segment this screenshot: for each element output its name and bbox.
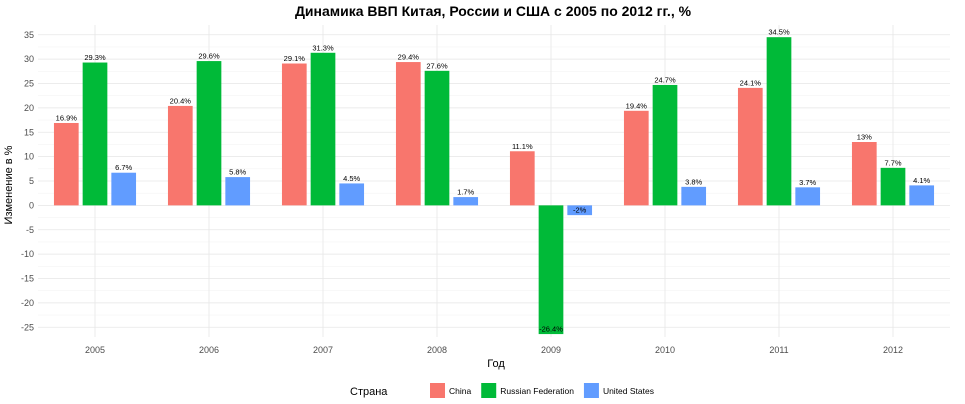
bar (737, 87, 763, 206)
bar (339, 183, 365, 206)
x-axis-title: Год (487, 358, 505, 370)
bar-data-label: -26.4% (539, 325, 563, 334)
y-tick-label: 30 (24, 54, 34, 64)
bar (851, 142, 877, 206)
bar (623, 110, 649, 206)
legend-label: Russian Federation (500, 386, 574, 396)
bar-data-label: 6.7% (115, 163, 132, 172)
bar (538, 205, 564, 335)
y-tick-label: 15 (24, 127, 34, 137)
y-tick-label: 5 (29, 176, 34, 186)
x-tick-label: 2008 (427, 345, 447, 355)
y-tick-label: -25 (21, 322, 34, 332)
y-tick-label: 10 (24, 152, 34, 162)
y-tick-label: -20 (21, 298, 34, 308)
bar (424, 70, 450, 206)
bar (167, 105, 193, 206)
bar-data-label: 7.7% (884, 158, 901, 167)
x-tick-label: 2011 (769, 345, 788, 355)
legend: Страна China Russian Federation United Sta… (350, 383, 654, 398)
y-tick-label: 35 (24, 30, 34, 40)
bar (196, 61, 222, 206)
x-tick-label: 2006 (199, 345, 219, 355)
bar-data-label: 29.1% (284, 54, 306, 63)
bar-data-label: 34.5% (768, 28, 790, 37)
x-tick-label: 2009 (541, 345, 561, 355)
bar-data-label: 24.1% (740, 78, 762, 87)
bar-data-label: 4.1% (913, 176, 930, 185)
bar-data-label: 11.1% (512, 142, 533, 151)
y-tick-label: -15 (21, 274, 34, 284)
y-axis-ticks: -25 -20 -15 -10 -5 0 5 10 15 20 25 30 35 (21, 30, 34, 333)
bar-data-label: 29.3% (84, 53, 106, 62)
bar-data-label: 24.7% (654, 75, 676, 84)
bar (82, 62, 108, 206)
y-tick-label: 20 (24, 103, 34, 113)
bar-data-label: 3.8% (685, 177, 702, 186)
bar (795, 187, 821, 206)
bar (310, 52, 336, 206)
x-axis-ticks: 2005 2006 2007 2008 2009 2010 2011 2012 (85, 345, 903, 355)
bar-data-label: 31.3% (312, 43, 334, 52)
y-tick-label: -5 (26, 225, 34, 235)
bar-labels: 16.9% 29.3% 6.7% 20.4% 29.6% 5.8% 29.1% 31.3% 4.… (56, 28, 931, 334)
legend-label: China (449, 386, 471, 396)
bar (652, 84, 678, 206)
bar-data-label: 29.4% (398, 53, 420, 62)
y-tick-label: 0 (29, 200, 34, 210)
bar (111, 172, 137, 206)
x-tick-label: 2012 (883, 345, 903, 355)
bar-data-label: 4.5% (343, 174, 360, 183)
bar (53, 122, 79, 206)
bar (225, 177, 251, 206)
y-axis-title: Изменение в % (3, 145, 15, 224)
bar (681, 186, 707, 206)
legend-swatch (430, 383, 445, 398)
bar (281, 63, 307, 206)
bar (509, 151, 535, 206)
y-tick-label: -10 (21, 249, 34, 259)
bar (567, 205, 593, 216)
bar-data-label: 5.8% (229, 168, 246, 177)
x-tick-label: 2010 (655, 345, 675, 355)
x-tick-label: 2005 (85, 345, 105, 355)
bar (766, 37, 792, 206)
legend-swatch (481, 383, 497, 398)
bar-data-label: 3.7% (799, 178, 816, 187)
legend-title: Страна (350, 386, 388, 398)
bar-data-label: 27.6% (426, 61, 448, 70)
bars (53, 37, 935, 335)
legend-label: United States (603, 386, 654, 396)
y-tick-label: 25 (24, 79, 34, 89)
bar (909, 185, 935, 206)
bar-data-label: -2% (573, 206, 587, 215)
bar (880, 167, 906, 206)
bar-data-label: 1.7% (457, 188, 474, 197)
bar (395, 62, 421, 206)
chart-title: Динамика ВВП Китая, России и США с 2005 … (295, 3, 692, 19)
bar (453, 197, 479, 206)
bar-data-label: 13% (857, 133, 872, 142)
legend-swatch (583, 383, 599, 398)
bar-data-label: 16.9% (56, 113, 78, 122)
legend-items: China Russian Federation United States (430, 383, 654, 398)
bar-data-label: 19.4% (626, 101, 648, 110)
bar-data-label: 29.6% (198, 52, 220, 61)
bar-data-label: 20.4% (170, 96, 192, 105)
x-tick-label: 2007 (313, 345, 333, 355)
